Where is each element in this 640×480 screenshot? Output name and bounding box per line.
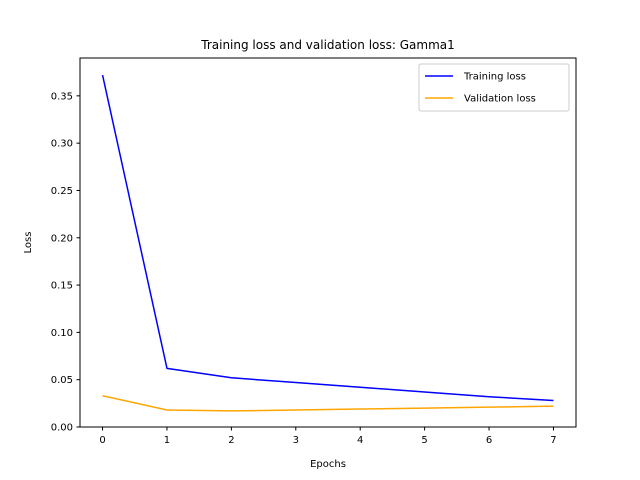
y-tick-label: 0.10	[51, 328, 73, 339]
x-tick-label: 7	[550, 435, 556, 446]
y-tick-label: 0.35	[51, 91, 73, 102]
y-tick-label: 0.05	[51, 375, 73, 386]
y-tick-label: 0.25	[51, 186, 73, 197]
y-axis-ticks: 0.00 0.05 0.10 0.15 0.20 0.25 0.30 0.35	[51, 91, 80, 434]
legend-label: Validation loss	[464, 94, 536, 105]
x-tick-label: 3	[293, 435, 299, 446]
legend: Training loss Validation loss	[418, 63, 570, 112]
series-lines	[101, 74, 554, 412]
y-tick-label: 0.30	[51, 139, 73, 150]
series-line-validation-loss	[102, 395, 554, 412]
x-axis-ticks: 0 1 2 3 4 5 6 7	[99, 427, 557, 446]
x-tick-label: 1	[164, 435, 170, 446]
x-axis-label: Epochs	[310, 459, 346, 470]
y-tick-label: 0.15	[51, 281, 73, 292]
x-tick-label: 0	[99, 435, 105, 446]
x-tick-label: 6	[486, 435, 492, 446]
y-tick-label: 0.00	[51, 423, 73, 434]
y-axis-label: Loss	[23, 232, 34, 254]
chart-title: Training loss and validation loss: Gamma…	[200, 38, 455, 52]
legend-box	[418, 63, 570, 112]
x-tick-label: 5	[421, 435, 427, 446]
series-line-training-loss	[101, 74, 554, 402]
x-tick-label: 4	[357, 435, 363, 446]
x-tick-label: 2	[228, 435, 234, 446]
legend-label: Training loss	[463, 72, 526, 83]
y-tick-label: 0.20	[51, 233, 73, 244]
plot-frame	[79, 57, 577, 428]
